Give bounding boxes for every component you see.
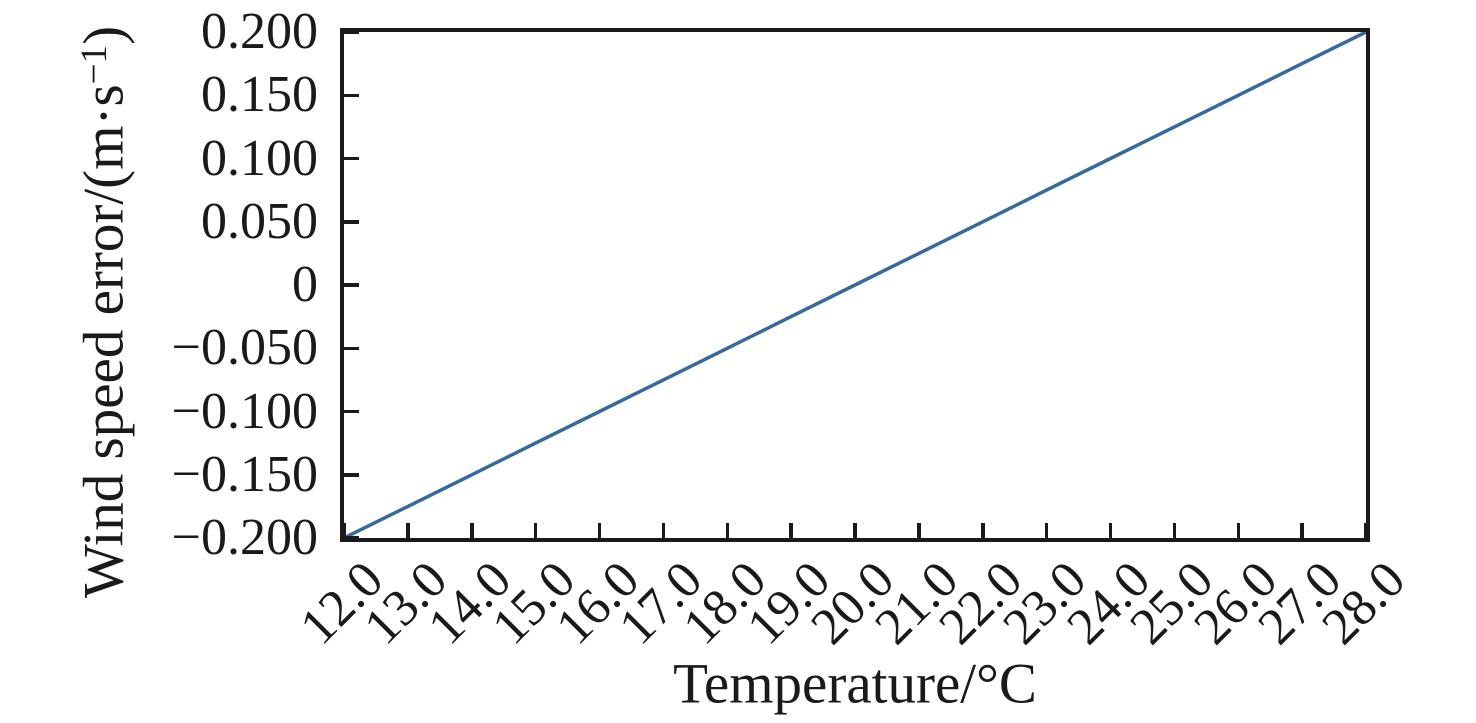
y-tick-label: 0.150 — [201, 66, 318, 124]
x-tick — [725, 523, 729, 538]
y-tick — [344, 283, 359, 287]
x-tick — [789, 523, 793, 538]
y-tick-label: −0.100 — [171, 382, 318, 440]
y-axis-label-superscript: −1 — [73, 44, 115, 85]
y-tick-label: −0.050 — [171, 319, 318, 377]
x-tick — [1108, 523, 1113, 538]
y-tick-label: 0 — [292, 256, 318, 313]
x-tick — [597, 523, 602, 538]
x-tick — [406, 523, 410, 538]
y-tick-label: −0.200 — [171, 509, 318, 566]
x-tick — [853, 523, 857, 538]
y-tick — [344, 156, 359, 161]
y-tick — [344, 409, 359, 414]
x-tick — [1300, 523, 1304, 538]
y-tick — [344, 536, 359, 540]
x-tick — [1364, 523, 1368, 538]
x-tick — [342, 523, 346, 538]
x-axis-label: Temperature/°C — [673, 652, 1037, 716]
x-tick — [1172, 523, 1177, 538]
y-axis-label: Wind speed error/(m·s−1) — [72, 25, 136, 599]
y-tick — [344, 30, 359, 34]
y-tick-label: −0.150 — [171, 445, 318, 503]
x-tick — [981, 523, 985, 538]
y-tick-label: 0.100 — [201, 129, 318, 187]
data-line-layer — [344, 32, 1366, 538]
x-tick — [1044, 523, 1049, 538]
y-axis-label-prefix: Wind speed error/(m·s — [72, 84, 136, 599]
x-tick — [917, 523, 921, 538]
x-tick — [661, 523, 666, 538]
x-tick — [1236, 523, 1240, 538]
x-tick — [470, 523, 474, 538]
y-tick — [344, 473, 359, 477]
y-tick — [344, 346, 359, 350]
y-tick-label: 0.200 — [201, 3, 318, 60]
x-tick — [533, 523, 538, 538]
y-tick — [344, 220, 359, 224]
data-line — [344, 32, 1366, 538]
y-axis-label-suffix: ) — [72, 25, 136, 45]
y-tick — [344, 93, 359, 97]
y-tick-label: 0.050 — [201, 192, 318, 250]
